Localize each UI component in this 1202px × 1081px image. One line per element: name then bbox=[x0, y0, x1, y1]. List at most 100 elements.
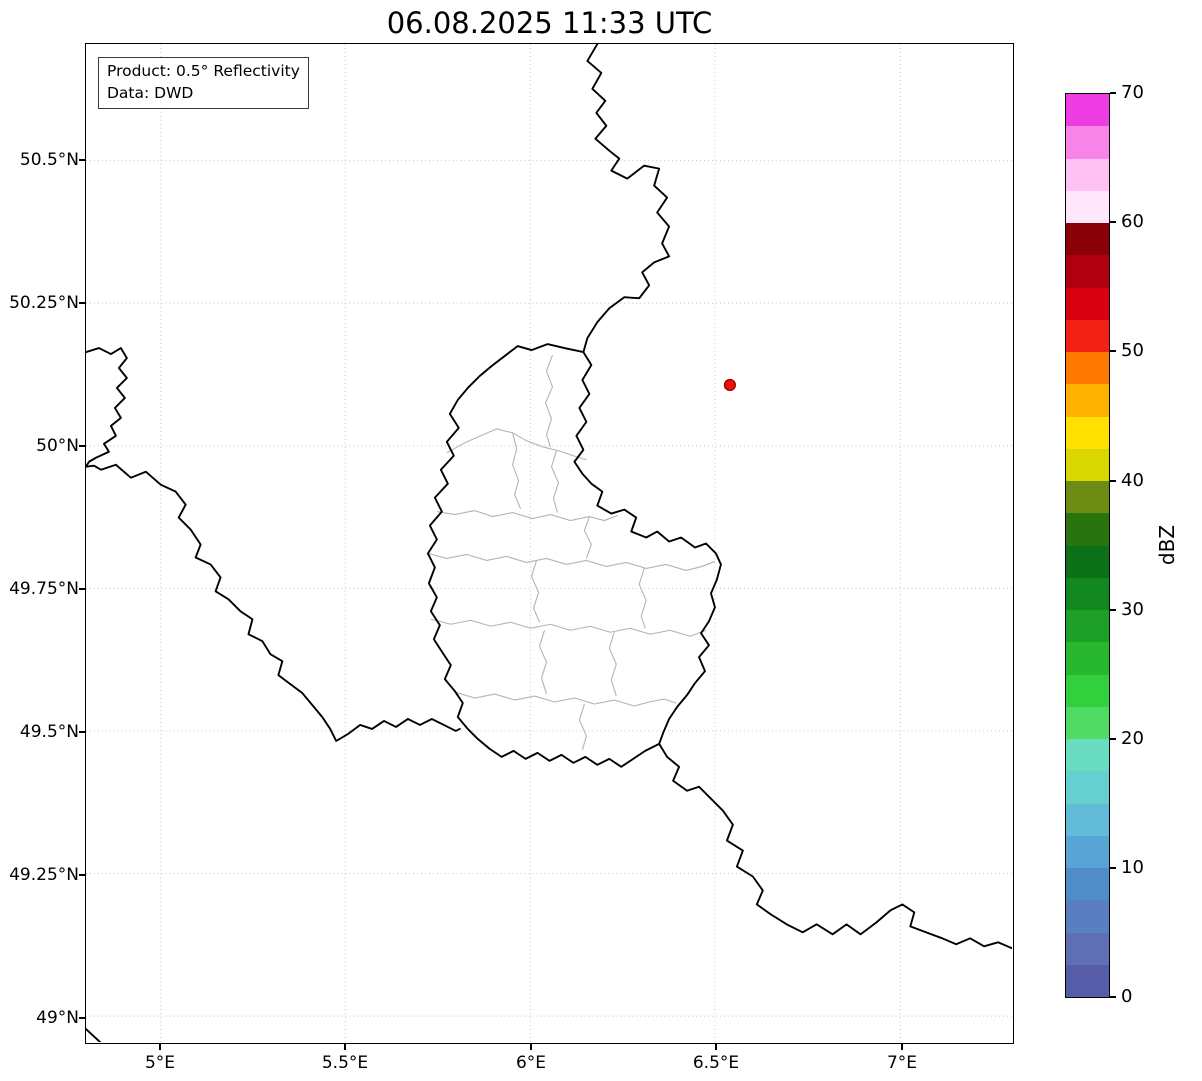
y-tick-label: 49°N bbox=[36, 1008, 79, 1028]
y-tick-label: 50.5°N bbox=[19, 150, 79, 170]
colorbar-tick-mark bbox=[1110, 609, 1116, 611]
district-boundary bbox=[550, 450, 560, 513]
colorbar-tick-label: 50 bbox=[1121, 340, 1144, 361]
country-borders bbox=[86, 44, 1012, 1042]
radar-marker bbox=[723, 378, 736, 392]
colorbar-tick-mark bbox=[1110, 480, 1116, 482]
y-tick-mark bbox=[79, 1017, 85, 1019]
colorbar-segment bbox=[1066, 158, 1109, 191]
colorbar-tick-label: 20 bbox=[1121, 728, 1144, 749]
y-tick-label: 49.25°N bbox=[9, 865, 79, 885]
colorbar-tick-mark bbox=[1110, 221, 1116, 223]
colorbar-segment bbox=[1066, 771, 1109, 804]
district-boundary bbox=[638, 568, 647, 629]
x-tick-mark bbox=[530, 1044, 532, 1050]
border-luxembourg-west bbox=[426, 343, 661, 768]
colorbar-segment bbox=[1066, 610, 1109, 643]
y-tick-mark bbox=[79, 445, 85, 447]
colorbar-segment bbox=[1066, 384, 1109, 417]
district-boundary bbox=[538, 630, 548, 695]
colorbar-segment bbox=[1066, 255, 1109, 288]
colorbar-segment bbox=[1066, 126, 1109, 159]
colorbar-unit-label: dBZ bbox=[1155, 524, 1179, 566]
colorbar-segment bbox=[1066, 287, 1109, 320]
colorbar-segment bbox=[1066, 706, 1109, 739]
x-tick-label: 5.5°E bbox=[321, 1053, 369, 1073]
colorbar-segment bbox=[1066, 513, 1109, 546]
y-tick-mark bbox=[79, 302, 85, 304]
colorbar-tick-label: 30 bbox=[1121, 599, 1144, 620]
x-tick-mark bbox=[159, 1044, 161, 1050]
y-tick-mark bbox=[79, 874, 85, 876]
graticule-grid bbox=[86, 44, 1012, 1042]
district-boundary bbox=[578, 703, 587, 751]
district-boundary bbox=[531, 560, 541, 623]
colorbar-segment bbox=[1066, 416, 1109, 449]
info-box-product: Product: 0.5° Reflectivity bbox=[107, 62, 300, 80]
colorbar-tick-mark bbox=[1110, 738, 1116, 740]
colorbar-tick-label: 10 bbox=[1121, 857, 1144, 878]
y-tick-mark bbox=[79, 588, 85, 590]
colorbar-segment bbox=[1066, 319, 1109, 352]
border-corner-segment bbox=[86, 1028, 101, 1042]
district-boundary bbox=[436, 510, 618, 522]
colorbar-segment bbox=[1066, 803, 1109, 836]
colorbar-segment bbox=[1066, 739, 1109, 772]
colorbar-tick-mark bbox=[1110, 996, 1116, 998]
colorbar-segment bbox=[1066, 577, 1109, 610]
district-boundary bbox=[446, 428, 587, 461]
colorbar-segment bbox=[1066, 94, 1109, 127]
x-tick-label: 6°E bbox=[515, 1053, 547, 1073]
district-boundary bbox=[544, 354, 554, 447]
colorbar-tick-label: 40 bbox=[1121, 470, 1144, 491]
y-tick-label: 49.5°N bbox=[19, 722, 79, 742]
figure-title: 06.08.2025 11:33 UTC bbox=[386, 6, 713, 40]
y-tick-label: 49.75°N bbox=[9, 579, 79, 599]
colorbar-segment bbox=[1066, 545, 1109, 578]
x-tick-mark bbox=[344, 1044, 346, 1050]
colorbar-tick-label: 0 bbox=[1121, 986, 1133, 1007]
colorbar-tick-mark bbox=[1110, 350, 1116, 352]
colorbar-segment bbox=[1066, 352, 1109, 385]
colorbar-segment bbox=[1066, 223, 1109, 256]
district-boundary bbox=[430, 618, 707, 637]
colorbar-segment bbox=[1066, 964, 1109, 997]
colorbar-segment bbox=[1066, 448, 1109, 481]
x-tick-label: 6.5°E bbox=[692, 1053, 740, 1073]
colorbar-gradient bbox=[1066, 94, 1109, 997]
district-boundaries bbox=[427, 354, 716, 751]
border-de-be-lu-fr bbox=[573, 44, 1012, 950]
y-tick-mark bbox=[79, 731, 85, 733]
colorbar-tick-label: 60 bbox=[1121, 211, 1144, 232]
colorbar-tick-label: 70 bbox=[1121, 82, 1144, 103]
border-be-fr bbox=[86, 347, 461, 742]
colorbar bbox=[1065, 93, 1110, 998]
district-boundary bbox=[583, 516, 592, 559]
info-box-source: Data: DWD bbox=[107, 83, 194, 102]
colorbar-segment bbox=[1066, 674, 1109, 707]
colorbar-segment bbox=[1066, 835, 1109, 868]
y-tick-label: 50.25°N bbox=[9, 293, 79, 313]
district-boundary bbox=[454, 691, 677, 707]
colorbar-segment bbox=[1066, 900, 1109, 933]
district-boundary bbox=[427, 552, 716, 571]
map-plot: Product: 0.5° Reflectivity Data: DWD bbox=[85, 43, 1014, 1044]
district-boundary bbox=[608, 632, 617, 697]
colorbar-segment bbox=[1066, 932, 1109, 965]
x-tick-label: 5°E bbox=[144, 1053, 176, 1073]
colorbar-segment bbox=[1066, 190, 1109, 223]
x-tick-label: 7°E bbox=[886, 1053, 918, 1073]
colorbar-tick-mark bbox=[1110, 867, 1116, 869]
colorbar-segment bbox=[1066, 481, 1109, 514]
x-tick-mark bbox=[715, 1044, 717, 1050]
district-boundary bbox=[512, 432, 522, 509]
x-tick-mark bbox=[901, 1044, 903, 1050]
map-svg bbox=[86, 44, 1012, 1042]
y-tick-label: 50°N bbox=[36, 436, 79, 456]
colorbar-segment bbox=[1066, 868, 1109, 901]
colorbar-tick-mark bbox=[1110, 92, 1116, 94]
y-tick-mark bbox=[79, 159, 85, 161]
info-box: Product: 0.5° Reflectivity Data: DWD bbox=[98, 57, 309, 110]
colorbar-segment bbox=[1066, 642, 1109, 675]
